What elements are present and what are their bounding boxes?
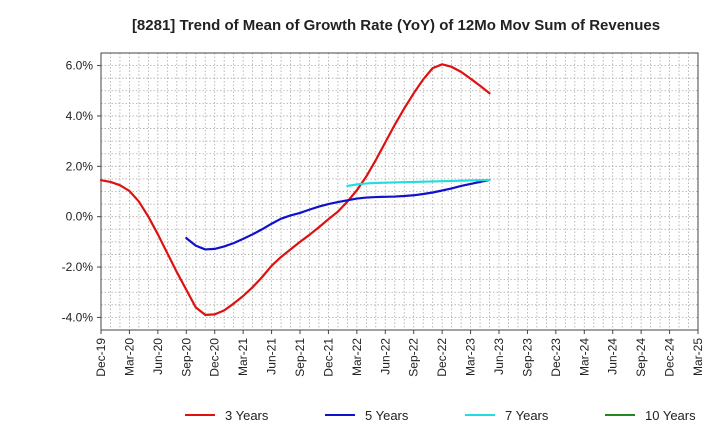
legend-label-10-years: 10 Years	[645, 408, 696, 423]
x-tick-label: Mar-25	[691, 338, 705, 376]
chart-title: [8281] Trend of Mean of Growth Rate (YoY…	[132, 17, 660, 34]
x-tick-label: Jun-23	[492, 338, 506, 375]
x-tick-label: Mar-21	[236, 338, 250, 376]
x-tick-label: Mar-20	[122, 338, 136, 376]
series-line-5-years	[185, 178, 491, 251]
x-tick-label: Jun-22	[378, 338, 392, 375]
x-tick-label: Dec-22	[435, 338, 449, 377]
legend-label-7-years: 7 Years	[505, 408, 549, 423]
plot-area: -4.0% -2.0% 0.0% 2.0% 4.0% 6.0% Dec-19 Mar-20 Ju…	[62, 52, 705, 377]
x-tick-label: Mar-24	[577, 338, 591, 376]
x-tick-label: Sep-22	[407, 338, 421, 377]
x-tick-label: Sep-23	[520, 338, 534, 377]
x-tick-label: Jun-20	[151, 338, 165, 375]
y-tick-label: 2.0%	[66, 159, 94, 173]
y-tick-label: -2.0%	[62, 260, 94, 274]
series-line-3-years	[99, 63, 491, 316]
x-tick-label: Sep-21	[293, 338, 307, 377]
series-line-7-years	[346, 178, 491, 188]
x-tick-label: Dec-23	[549, 338, 563, 377]
y-tick-label: -4.0%	[62, 310, 94, 324]
x-tick-label: Jun-24	[606, 338, 620, 375]
x-tick-label: Sep-20	[179, 338, 193, 377]
x-tick-label: Dec-21	[321, 338, 335, 377]
y-tick-label: 0.0%	[66, 210, 94, 224]
legend-label-3-years: 3 Years	[225, 408, 269, 423]
x-tick-label: Dec-24	[663, 338, 677, 377]
x-tick-label: Dec-19	[94, 338, 108, 377]
x-tick-label: Mar-22	[350, 338, 364, 376]
legend: 3 Years 5 Years 7 Years 10 Years	[185, 408, 696, 423]
x-tick-label: Mar-23	[464, 338, 478, 376]
plot-frame	[100, 52, 699, 331]
y-tick-label: 4.0%	[66, 109, 94, 123]
legend-label-5-years: 5 Years	[365, 408, 409, 423]
x-tick-label: Sep-24	[634, 338, 648, 377]
x-tick-label: Dec-20	[208, 338, 222, 377]
x-tick-label: Jun-21	[265, 338, 279, 375]
y-tick-label: 6.0%	[66, 59, 94, 73]
